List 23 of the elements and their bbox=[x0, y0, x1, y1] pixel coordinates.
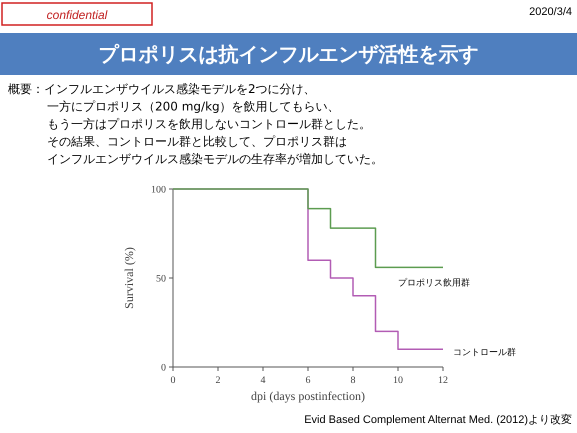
text: その結果、コントロール群と比較して、プロポリス群は bbox=[47, 134, 347, 148]
text: インフルエンザウイルス感染モデルの生存率が増加していた。 bbox=[47, 152, 383, 166]
y-axis-title: Survival (%) bbox=[122, 247, 136, 309]
y-tick-label: 50 bbox=[156, 274, 166, 284]
text: Evid Based Complement Alternat Med. (2012)より改変 bbox=[304, 413, 572, 426]
y-tick-label: 100 bbox=[151, 184, 166, 196]
y-tick-label: 0 bbox=[161, 362, 166, 374]
x-tick-label: 12 bbox=[438, 375, 448, 386]
series-label: プロポリス飲用群 bbox=[398, 277, 470, 288]
x-axis-title: dpi (days postinfection) bbox=[251, 389, 365, 403]
x-tick-label: 8 bbox=[350, 375, 356, 386]
text: 2020/3/4 bbox=[529, 6, 572, 18]
text: 概要：インフルエンザウイルス感染モデルを2つに分け、 bbox=[8, 82, 316, 96]
x-tick-label: 2 bbox=[216, 375, 220, 386]
text: confidential bbox=[46, 8, 108, 22]
x-tick-label: 6 bbox=[306, 375, 310, 386]
x-tick-label: 4 bbox=[260, 375, 266, 386]
text: もう一方はプロポリスを飲用しないコントロール群とした。 bbox=[47, 117, 371, 131]
series-label: コントロール群 bbox=[453, 347, 516, 358]
text: 一方にプロポリス（200 mg/kg）を飲用してもらい、 bbox=[47, 100, 340, 114]
x-tick-label: 0 bbox=[170, 375, 176, 386]
x-tick-label: 10 bbox=[393, 375, 403, 386]
chart-title: プロポリスは抗インフルエンザ活性を示す bbox=[98, 42, 478, 66]
